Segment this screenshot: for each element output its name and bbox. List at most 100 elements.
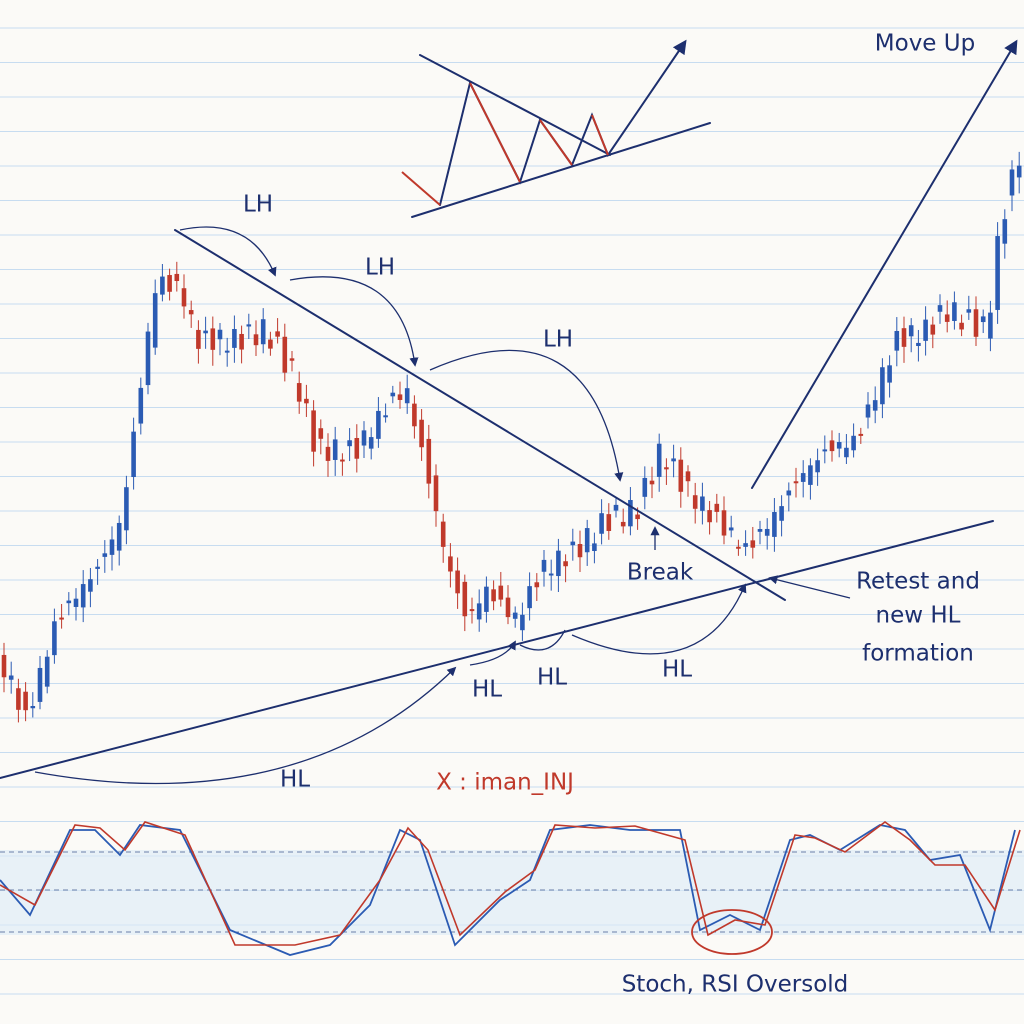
candle-body — [772, 512, 777, 537]
candle-body — [527, 586, 532, 609]
hl-label: HL — [280, 767, 310, 793]
hl-label: HL — [662, 657, 692, 683]
candle-body — [37, 667, 43, 702]
candle-body — [894, 330, 900, 351]
candle-body — [505, 597, 511, 618]
candle-body — [455, 570, 460, 594]
candle-body — [246, 324, 252, 327]
candle-body — [124, 487, 129, 531]
candle-body — [66, 600, 72, 604]
candle-body — [988, 312, 993, 339]
candle-body — [390, 392, 396, 397]
triangle-inset — [401, 39, 711, 218]
candle-body — [498, 585, 504, 600]
candle-body — [116, 522, 122, 551]
candle-body — [779, 506, 784, 521]
candle-body — [174, 273, 180, 282]
candle-body — [664, 467, 669, 470]
candle-body — [671, 458, 676, 462]
candle-body — [606, 514, 612, 531]
candle-body — [95, 566, 100, 569]
candle-body — [642, 477, 648, 497]
candle-body — [167, 275, 172, 292]
candle-body — [793, 481, 799, 484]
retest-label: formation — [862, 641, 974, 667]
candle-body — [959, 322, 964, 330]
candle-body — [649, 480, 655, 485]
candle-body — [851, 435, 856, 451]
candle-body — [980, 316, 986, 323]
candle-body — [844, 447, 849, 458]
watermark: X : iman_INJ — [436, 770, 574, 796]
candle-body — [289, 358, 295, 361]
candle-body — [23, 691, 28, 711]
candle-body — [944, 314, 950, 322]
candle-body — [275, 331, 280, 337]
candle-body — [887, 365, 892, 383]
candle-body — [692, 495, 698, 509]
candle-body — [952, 302, 957, 321]
candle-body — [800, 473, 806, 482]
candle-body — [260, 319, 266, 345]
candle-body — [750, 540, 756, 548]
candle-body — [613, 504, 619, 511]
candle-body — [102, 553, 108, 557]
candle-body — [8, 675, 14, 680]
candle-body — [210, 328, 216, 350]
candle-body — [570, 541, 576, 546]
candle-body — [1009, 169, 1015, 196]
candle-body — [764, 528, 770, 536]
candle-body — [88, 579, 93, 592]
candle-body — [347, 440, 352, 447]
candle-body — [354, 438, 360, 459]
candle-body — [224, 350, 230, 353]
candle-body — [995, 236, 1000, 310]
candle-body — [836, 442, 842, 449]
candle-body — [80, 584, 86, 608]
candle-body — [188, 310, 194, 315]
candle-body — [563, 561, 568, 567]
candle-body — [311, 410, 316, 452]
candle-body — [930, 324, 936, 335]
candle-body — [196, 329, 201, 349]
candle-body — [232, 329, 237, 348]
candle-body — [404, 388, 410, 404]
candle-body — [635, 514, 640, 520]
candle-body — [30, 706, 36, 709]
candle-body — [397, 394, 403, 400]
candle-body — [304, 398, 309, 404]
annotation-arrows — [34, 226, 851, 785]
candle-body — [268, 339, 273, 349]
candle-body — [678, 459, 684, 492]
candle-body — [419, 419, 424, 448]
move-up-label: Move Up — [875, 31, 975, 57]
candle-body — [822, 449, 828, 452]
uptrend-line — [0, 520, 994, 779]
candle-body — [476, 603, 482, 620]
lh-label: LH — [365, 255, 395, 281]
candle-body — [239, 333, 244, 350]
break-label: Break — [627, 560, 694, 586]
candle-body — [433, 475, 439, 512]
candle-body — [131, 431, 136, 478]
candle-body — [577, 544, 583, 558]
candle-body — [16, 688, 21, 710]
candle-body — [340, 459, 345, 462]
hl-label: HL — [472, 677, 502, 703]
candle-body — [109, 539, 115, 555]
candle-body — [1002, 219, 1008, 244]
candle-body — [296, 383, 302, 402]
candle-body — [808, 465, 813, 485]
candle-body — [282, 336, 288, 373]
candle-body — [923, 319, 928, 341]
candle-body — [584, 528, 590, 553]
candle-body — [901, 328, 907, 347]
candle-body — [736, 546, 741, 549]
candle-body — [916, 342, 921, 347]
oscillator — [0, 821, 1024, 956]
candle-body — [599, 513, 604, 534]
candle-body — [656, 443, 662, 477]
candle-body — [383, 415, 388, 418]
candle-body — [937, 305, 943, 312]
